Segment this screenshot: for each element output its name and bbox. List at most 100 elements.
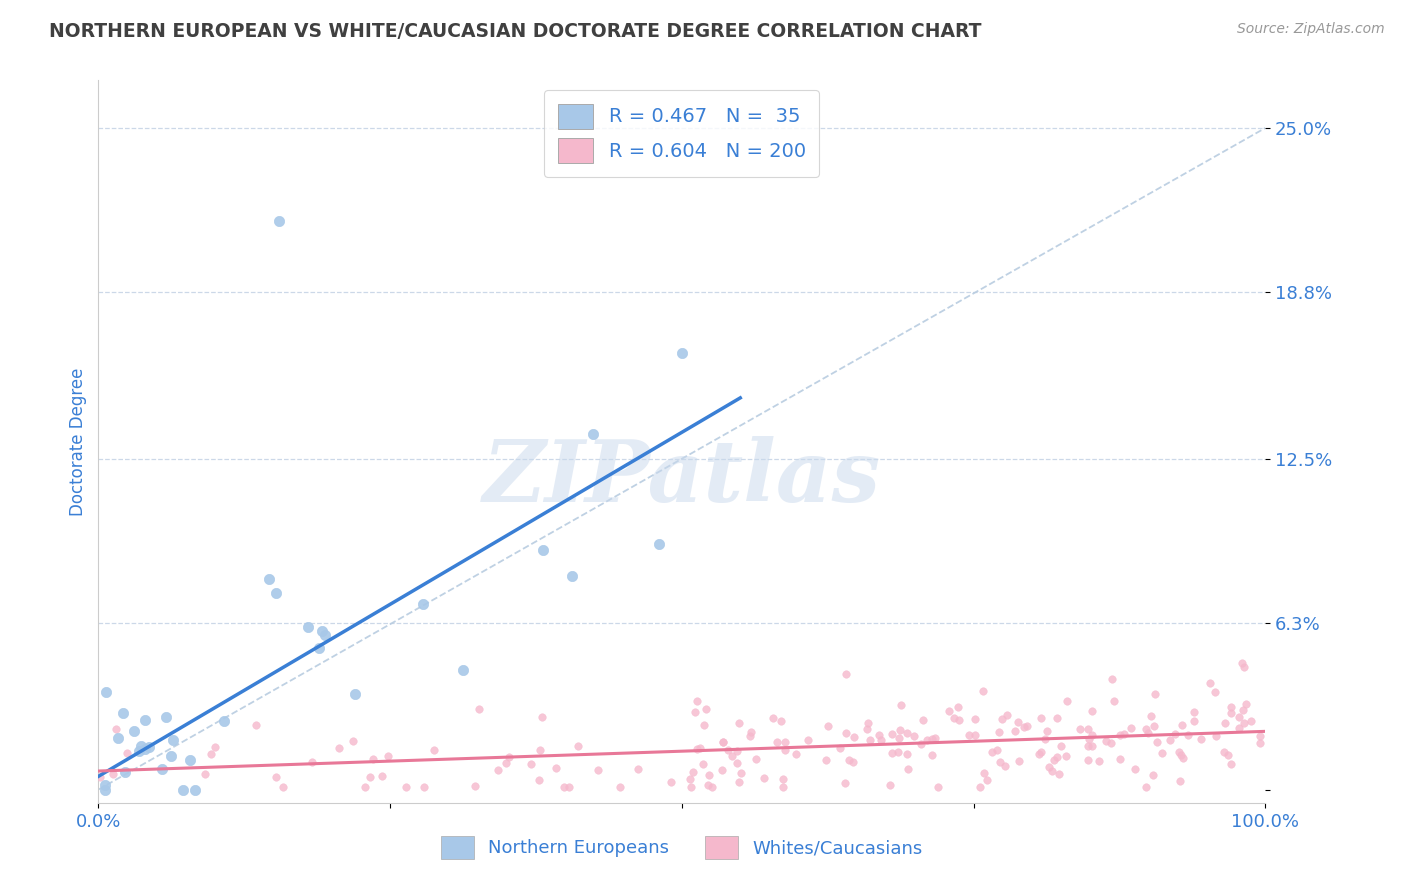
Point — [725, 756, 748, 770]
Point — [112, 706, 135, 720]
Point — [856, 716, 879, 731]
Point — [1081, 739, 1104, 753]
Point — [772, 780, 794, 794]
Point — [679, 772, 702, 786]
Point — [727, 716, 749, 731]
Point — [1088, 754, 1111, 768]
Point — [184, 782, 207, 797]
Point — [981, 745, 1004, 759]
Point — [1219, 706, 1241, 720]
Point — [1054, 749, 1077, 764]
Point — [1213, 715, 1236, 730]
Point — [129, 739, 152, 753]
Point — [314, 628, 336, 642]
Point — [1143, 718, 1166, 732]
Point — [817, 719, 839, 733]
Point — [1199, 676, 1222, 690]
Point — [915, 733, 938, 747]
Point — [1146, 735, 1168, 749]
Point — [647, 537, 669, 551]
Point — [769, 714, 792, 728]
Point — [1167, 745, 1189, 759]
Text: Source: ZipAtlas.com: Source: ZipAtlas.com — [1237, 22, 1385, 37]
Point — [1230, 656, 1253, 670]
Point — [1109, 728, 1132, 742]
Point — [942, 711, 965, 725]
Point — [991, 712, 1014, 726]
Point — [972, 684, 994, 698]
Point — [1170, 718, 1192, 732]
Point — [1182, 706, 1205, 720]
Point — [921, 731, 943, 746]
Point — [520, 757, 543, 772]
Point — [1028, 747, 1050, 761]
Point — [359, 770, 381, 784]
Point — [468, 702, 491, 716]
Point — [890, 698, 912, 712]
Point — [887, 731, 910, 746]
Point — [451, 663, 474, 677]
Point — [134, 741, 156, 756]
Point — [586, 763, 609, 777]
Point — [775, 735, 797, 749]
Point — [927, 780, 949, 794]
Point — [1038, 760, 1060, 774]
Point — [567, 739, 589, 754]
Point — [671, 346, 693, 360]
Point — [531, 542, 554, 557]
Point — [697, 767, 720, 781]
Point — [361, 752, 384, 766]
Point — [1036, 723, 1059, 738]
Point — [1050, 739, 1073, 754]
Point — [344, 687, 367, 701]
Point — [692, 718, 714, 732]
Point — [1171, 750, 1194, 764]
Point — [738, 730, 761, 744]
Point — [1159, 732, 1181, 747]
Point — [105, 722, 128, 736]
Point — [464, 779, 486, 793]
Point — [1218, 747, 1240, 762]
Point — [938, 705, 960, 719]
Point — [297, 620, 319, 634]
Point — [1182, 714, 1205, 728]
Point — [910, 737, 932, 751]
Point — [1094, 734, 1116, 748]
Point — [730, 765, 752, 780]
Point — [772, 772, 794, 786]
Point — [498, 750, 520, 764]
Point — [1077, 723, 1099, 737]
Point — [700, 780, 723, 794]
Point — [1143, 687, 1166, 701]
Point — [686, 694, 709, 708]
Point — [544, 761, 567, 775]
Point — [740, 725, 762, 739]
Point — [762, 711, 785, 725]
Point — [887, 745, 910, 759]
Point — [1056, 694, 1078, 708]
Point — [711, 763, 734, 777]
Point — [582, 426, 605, 441]
Point — [1249, 736, 1271, 750]
Point — [128, 744, 150, 758]
Point — [342, 733, 364, 747]
Point — [1114, 727, 1136, 741]
Legend: Northern Europeans, Whites/Caucasians: Northern Europeans, Whites/Caucasians — [434, 829, 929, 866]
Point — [529, 742, 551, 756]
Point — [1136, 726, 1159, 740]
Point — [1004, 724, 1026, 739]
Point — [924, 731, 946, 745]
Text: ZIPatlas: ZIPatlas — [482, 436, 882, 519]
Point — [834, 776, 856, 790]
Point — [797, 733, 820, 747]
Point — [679, 780, 702, 794]
Point — [1135, 722, 1157, 736]
Point — [264, 586, 287, 600]
Point — [889, 723, 911, 737]
Point — [879, 778, 901, 792]
Point — [828, 740, 851, 755]
Point — [835, 726, 858, 740]
Point — [1220, 700, 1243, 714]
Point — [856, 722, 879, 736]
Point — [328, 741, 350, 756]
